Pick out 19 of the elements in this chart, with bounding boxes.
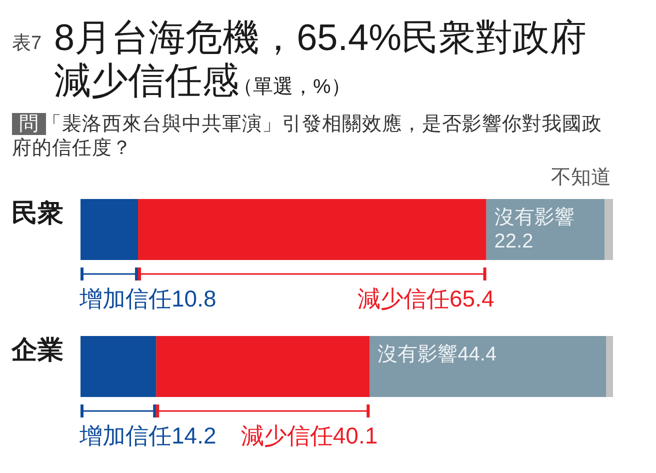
text: 沒有影響44.4 (378, 344, 497, 366)
series-label: 不知道 (551, 166, 611, 189)
text: 增加信任10.8 (80, 285, 216, 312)
bar (80, 199, 138, 260)
bar (156, 336, 370, 397)
y-tick-label: 企業 (10, 334, 64, 365)
text: 問 (19, 113, 39, 135)
bar (604, 199, 613, 260)
text: 增加信任14.2 (80, 422, 216, 448)
bar (370, 336, 606, 397)
text: 表7 (12, 33, 42, 55)
text: 減少信任65.4 (358, 285, 494, 312)
series-label: 沒有影響 (494, 206, 574, 229)
data-label: 22.2 (494, 230, 534, 253)
bar (606, 336, 613, 397)
bar (80, 336, 156, 397)
y-tick-label: 民衆 (12, 198, 64, 228)
bar (138, 199, 486, 260)
text: 減少信任40.1 (240, 422, 378, 448)
